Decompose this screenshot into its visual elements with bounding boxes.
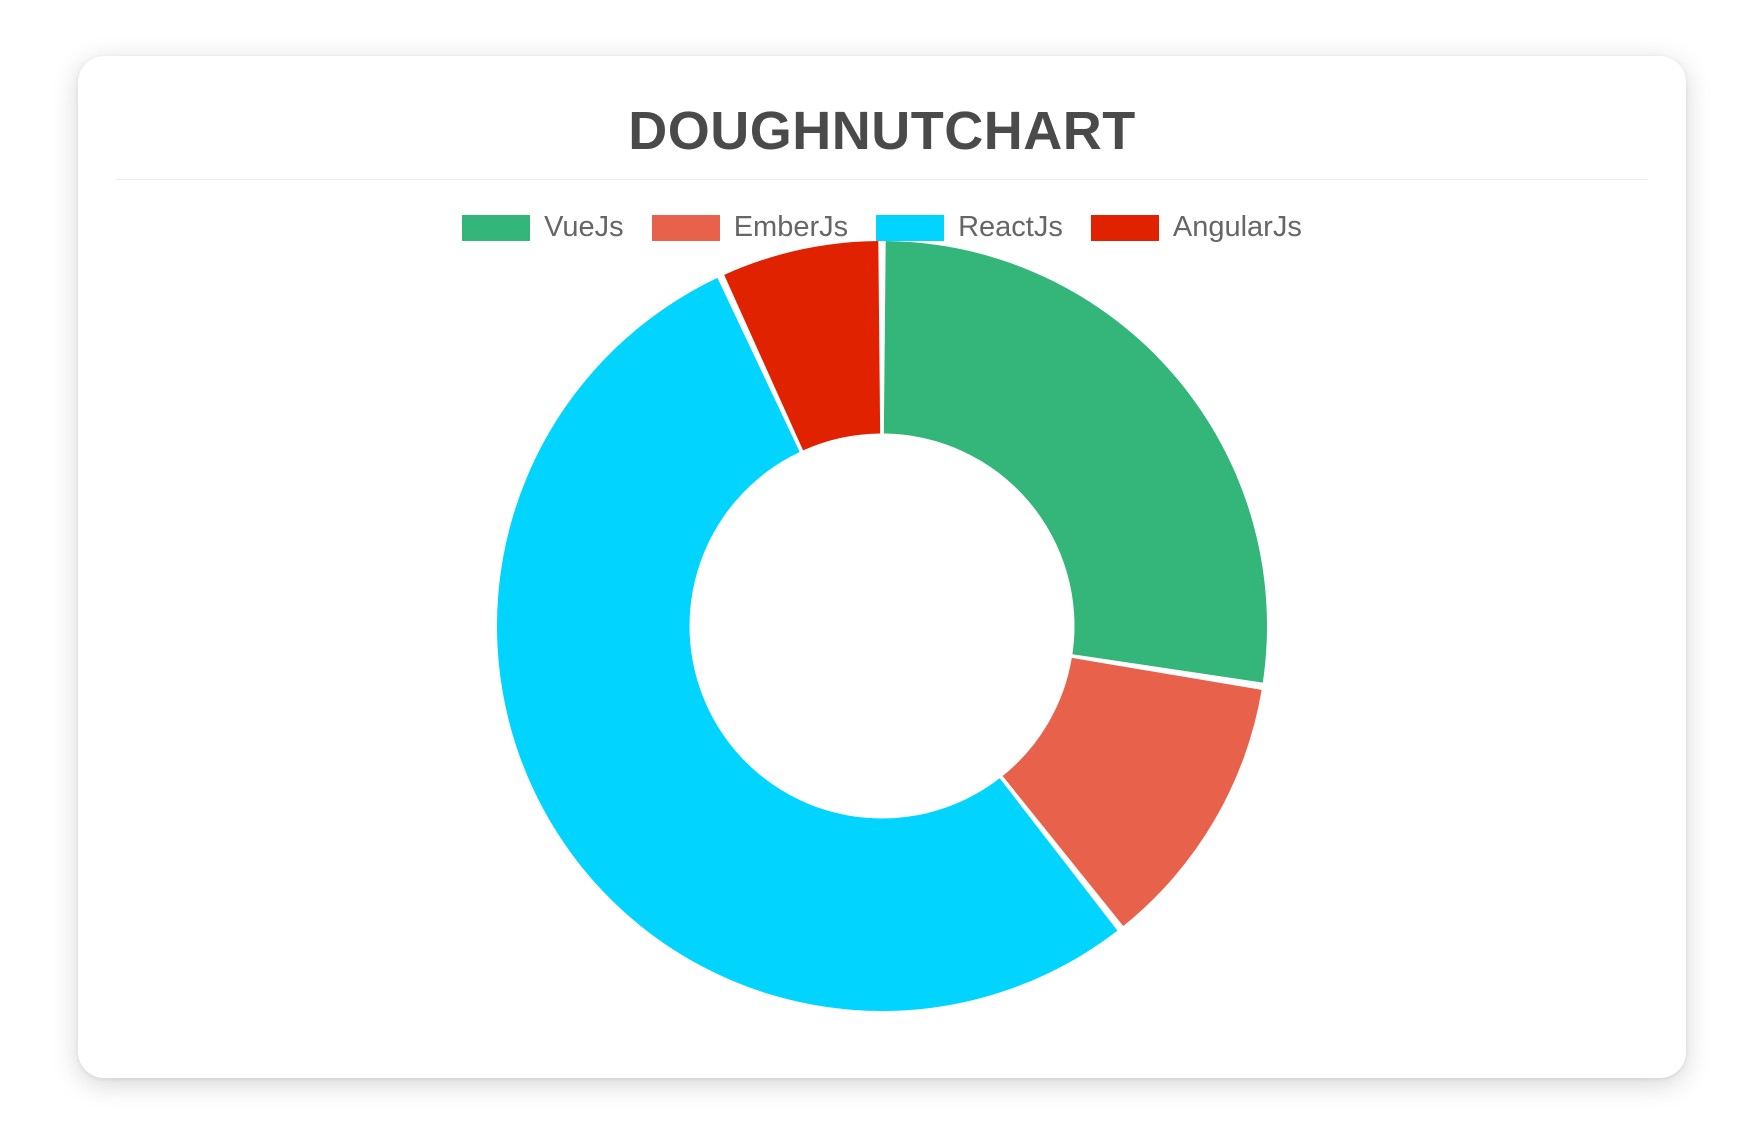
- legend-item-label: AngularJs: [1172, 211, 1302, 243]
- legend-item-emberjs[interactable]: EmberJs: [651, 211, 849, 244]
- legend-item-label: ReactJs: [958, 211, 1063, 243]
- header-divider: [116, 179, 1648, 180]
- chart-legend: VueJs EmberJs ReactJs AngularJs: [78, 211, 1686, 244]
- page-title: DOUGHNUTCHART: [628, 101, 1136, 161]
- doughnut-slice-angularjs[interactable]: [724, 241, 881, 451]
- chart-card: DOUGHNUTCHART VueJs EmberJs ReactJs Angular…: [78, 56, 1686, 1078]
- legend-swatch-icon: [462, 214, 531, 241]
- doughnut-slice-vuejs[interactable]: [883, 241, 1267, 683]
- legend-swatch-icon: [876, 214, 945, 241]
- legend-swatch-icon: [651, 214, 720, 241]
- doughnut-slice-emberjs[interactable]: [1002, 657, 1262, 927]
- legend-item-vuejs[interactable]: VueJs: [462, 211, 624, 244]
- legend-item-reactjs[interactable]: ReactJs: [876, 211, 1063, 244]
- doughnut-slice-reactjs[interactable]: [497, 277, 1118, 1011]
- doughnut-chart[interactable]: [497, 241, 1267, 1011]
- doughnut-slice-group: [497, 241, 1267, 1011]
- chart-area: [78, 56, 1686, 1078]
- legend-item-label: VueJs: [544, 211, 624, 243]
- legend-swatch-icon: [1090, 214, 1159, 241]
- legend-item-label: EmberJs: [733, 211, 849, 243]
- legend-item-angularjs[interactable]: AngularJs: [1090, 211, 1302, 244]
